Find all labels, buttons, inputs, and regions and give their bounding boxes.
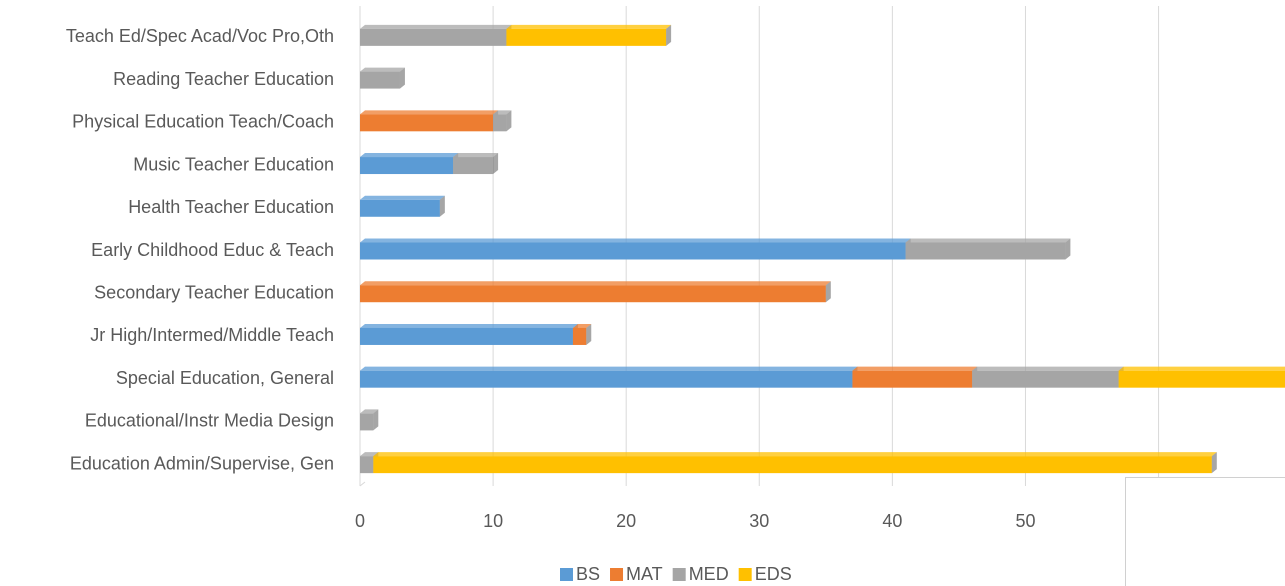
bar-top: [360, 323, 578, 328]
bar-top: [360, 24, 512, 29]
bar: [972, 370, 1119, 388]
y-tick-label: Secondary Teacher Education: [94, 282, 334, 302]
y-tick-label: Education Admin/Supervise, Gen: [70, 453, 334, 473]
bar-top: [493, 110, 512, 115]
bar-side: [666, 24, 672, 46]
legend-swatch: [672, 568, 686, 581]
legend-swatch: [610, 568, 624, 581]
bar-side: [1211, 452, 1217, 474]
bar: [572, 327, 587, 345]
bar: [360, 285, 826, 303]
bar-side: [399, 67, 405, 89]
bar: [360, 242, 906, 260]
y-tick-label: Early Childhood Educ & Teach: [91, 240, 334, 260]
bar: [493, 114, 507, 132]
bar-top: [905, 238, 1071, 243]
bar-side: [373, 409, 379, 431]
y-tick-label: Reading Teacher Education: [113, 69, 334, 89]
y-tick-label: Educational/Instr Media Design: [85, 411, 334, 431]
bar: [360, 114, 494, 132]
bar-side: [825, 281, 831, 303]
bar-top: [360, 409, 379, 414]
bar: [360, 157, 454, 175]
bar: [852, 370, 973, 388]
x-tick-label: 50: [1015, 511, 1035, 531]
bar-top: [360, 153, 459, 158]
legend-label: MED: [689, 564, 729, 584]
bar-side: [586, 323, 592, 345]
x-tick-label: 20: [616, 511, 636, 531]
bar-side: [1065, 238, 1071, 260]
bar-side: [439, 195, 445, 217]
y-tick-label: Special Education, General: [116, 368, 334, 388]
bar: [453, 157, 494, 175]
bar: [360, 413, 374, 431]
bar-top: [1118, 366, 1285, 371]
y-tick-label: Teach Ed/Spec Acad/Voc Pro,Oth: [66, 26, 334, 46]
y-tick-label: Jr High/Intermed/Middle Teach: [90, 325, 334, 345]
bar-top: [360, 281, 831, 286]
y-tick-label: Health Teacher Education: [128, 197, 334, 217]
bar-top: [852, 366, 978, 371]
overlay-box: [1125, 477, 1285, 586]
x-tick-label: 40: [882, 511, 902, 531]
legend-swatch: [560, 568, 573, 581]
bar: [360, 71, 400, 89]
bar-top: [360, 452, 379, 457]
bar: [360, 370, 853, 388]
bar: [360, 28, 507, 46]
bar: [1118, 370, 1285, 388]
bar: [360, 327, 573, 345]
legend-label: BS: [576, 564, 600, 584]
legend-label: EDS: [755, 564, 792, 584]
bar-side: [506, 110, 512, 132]
x-tick-label: 30: [749, 511, 769, 531]
y-tick-label: Physical Education Teach/Coach: [72, 112, 334, 132]
x-tick-label: 10: [483, 511, 503, 531]
bar-top: [453, 153, 499, 158]
bar-side: [493, 153, 499, 175]
bar: [360, 456, 374, 474]
bar-top: [360, 195, 445, 200]
bar-top: [360, 67, 405, 72]
bar-top: [360, 238, 911, 243]
axis-floor: [359, 481, 366, 487]
bar: [360, 199, 440, 217]
bar: [373, 456, 1212, 474]
bar-top: [972, 366, 1124, 371]
bar: [905, 242, 1066, 260]
bar-top: [360, 366, 858, 371]
bar-top: [506, 24, 672, 29]
bar-top: [373, 452, 1217, 457]
x-tick-label: 0: [355, 511, 365, 531]
bar-top: [572, 323, 592, 328]
bar: [506, 28, 667, 46]
legend-label: MAT: [626, 564, 663, 584]
legend-swatch: [738, 568, 752, 581]
bar-top: [360, 110, 499, 115]
y-tick-label: Music Teacher Education: [133, 154, 334, 174]
